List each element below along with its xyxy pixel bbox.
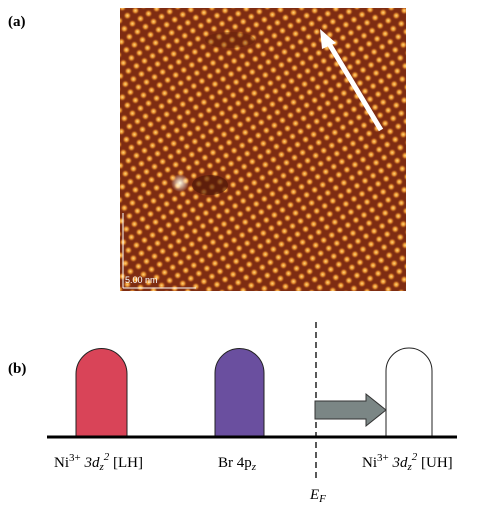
transfer-arrow xyxy=(315,394,386,426)
panel-label: (a) xyxy=(8,14,26,30)
lh-band xyxy=(76,349,127,438)
defect xyxy=(205,32,255,48)
stm-image: 5.00 nm xyxy=(120,8,406,291)
scale-label: 5.00 nm xyxy=(125,275,158,285)
figure: (a) 5.00 nm (b) Ni3+ 3dz2 [LH] Br 4pz Ni… xyxy=(0,0,479,508)
level-label: Ni3+ 3dz2 [UH] xyxy=(362,451,453,473)
fermi-label: EF xyxy=(309,487,326,505)
level-label: Br 4pz xyxy=(218,455,257,473)
uh-band xyxy=(386,348,432,437)
bright-spot xyxy=(171,174,189,192)
stm-lattice xyxy=(120,8,406,291)
panel-label: (b) xyxy=(8,361,26,377)
defect xyxy=(192,175,228,195)
level-label: Ni3+ 3dz2 [LH] xyxy=(54,451,143,473)
br-band xyxy=(215,349,264,438)
